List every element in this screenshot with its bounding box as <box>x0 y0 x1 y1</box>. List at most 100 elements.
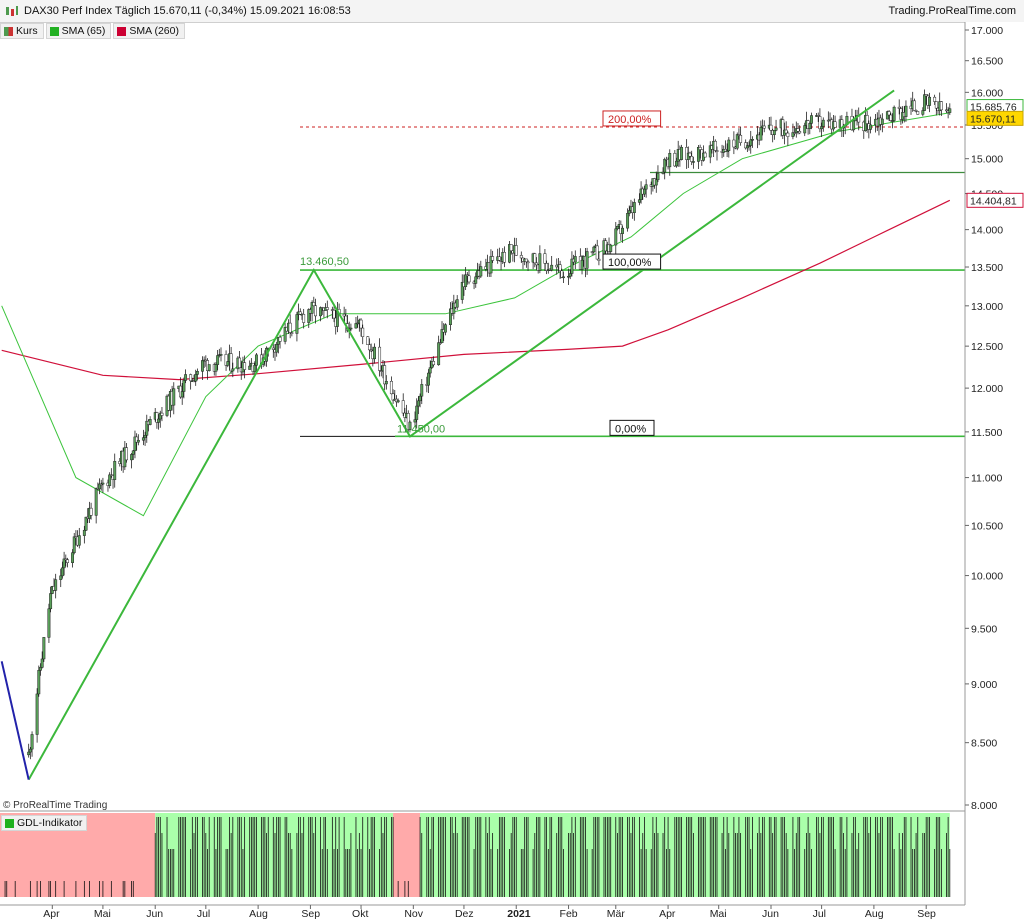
candle-body <box>616 226 619 230</box>
candle-body <box>108 474 112 486</box>
candle-body <box>585 251 589 269</box>
legend-item-sma260[interactable]: SMA (260) <box>113 23 185 39</box>
x-tick-label: Jul <box>813 908 826 920</box>
candle-body <box>491 256 495 261</box>
candle-body <box>690 156 694 162</box>
price-axis: 17.00016.50016.00015.50015.00014.50014.0… <box>964 22 1024 920</box>
candle-body <box>791 132 795 137</box>
candle-body <box>713 140 717 151</box>
candle-body <box>508 244 511 263</box>
sma260-price-tag-box <box>966 192 1024 208</box>
candle-body <box>82 529 86 536</box>
candle-body <box>691 161 695 163</box>
candle-body <box>698 147 702 150</box>
candle-body <box>130 454 134 461</box>
candle-body <box>592 246 596 253</box>
candle-body <box>84 516 88 531</box>
candle-body <box>158 412 162 420</box>
candle-body <box>725 150 729 152</box>
indicator-label[interactable]: GDL-Indikator <box>1 815 88 831</box>
time-axis: Apr Mai Jun Jul Aug Sep Okt Nov Dez 2021 Feb Mär Apr… <box>43 905 936 920</box>
candle-body <box>189 374 193 382</box>
y-tick-label: 17.000 <box>971 25 1003 37</box>
candle-body <box>310 302 314 314</box>
brand-link[interactable]: Trading.ProRealTime.com <box>888 5 1016 17</box>
x-tick-label: 2021 <box>507 908 531 920</box>
candle-body <box>66 559 69 563</box>
candle-body <box>325 307 329 310</box>
candle-body <box>656 173 660 181</box>
candle-body <box>609 244 613 252</box>
candle-body <box>136 439 140 443</box>
candle-body <box>818 116 822 130</box>
candle-body <box>60 567 64 577</box>
candle-body <box>314 305 317 317</box>
candle-body <box>924 94 928 97</box>
candle-body <box>580 259 584 270</box>
candle-body <box>77 535 81 546</box>
level-0-label-box <box>609 419 655 436</box>
legend: Kurs SMA (65) SMA (260) <box>0 23 185 39</box>
candle-body <box>275 344 279 353</box>
legend-item-kurs[interactable]: Kurs <box>0 23 44 39</box>
candle-body <box>891 120 894 122</box>
legend-item-sma65[interactable]: SMA (65) <box>45 23 112 39</box>
sma65-line <box>1 112 950 517</box>
candle-body <box>708 145 712 158</box>
candle-body <box>464 274 468 287</box>
candle-body <box>368 344 371 351</box>
candle-body <box>914 110 918 112</box>
candle-body <box>349 327 353 330</box>
candle-body <box>627 210 631 214</box>
candle-body <box>865 115 869 124</box>
candle-body <box>497 256 501 261</box>
candle-body <box>42 637 46 660</box>
candle-body <box>89 507 93 516</box>
candle-body <box>278 336 282 342</box>
candle-body <box>135 436 139 443</box>
candle-body <box>479 266 483 277</box>
y-tick-label: 12.000 <box>971 383 1003 395</box>
candle-body <box>688 152 692 157</box>
candle-body <box>312 302 316 307</box>
candle-body <box>509 244 513 252</box>
candle-body <box>727 139 731 151</box>
candle-body <box>632 202 636 213</box>
candle-body <box>550 264 554 271</box>
candle-body <box>680 147 684 160</box>
x-tick-label: Aug <box>249 908 268 920</box>
candle-body <box>184 374 188 381</box>
candle-body <box>715 150 719 152</box>
candle-body <box>735 134 739 149</box>
candle-body <box>231 368 235 372</box>
candle-body <box>732 139 736 148</box>
candle-body <box>172 388 176 406</box>
candle-body <box>597 258 601 261</box>
candle-body <box>54 579 58 591</box>
candle-body <box>626 213 630 229</box>
candle-body <box>939 101 943 111</box>
candle-body <box>437 342 441 366</box>
candle-body <box>290 332 294 334</box>
candle-body <box>180 391 184 398</box>
candle-body <box>759 127 763 141</box>
y-tick-label: 10.000 <box>971 571 1003 583</box>
candle-body <box>739 134 743 143</box>
candle-body <box>723 148 727 152</box>
candle-body <box>948 108 952 113</box>
candle-body <box>560 270 564 278</box>
candle-body <box>155 412 159 423</box>
x-tick-label: Mär <box>607 908 626 920</box>
candle-body <box>62 558 66 569</box>
x-tick-label: Jun <box>762 908 779 920</box>
candle-body <box>319 307 322 317</box>
candle-body <box>28 748 32 753</box>
candle-body <box>438 342 442 344</box>
x-tick-label: Apr <box>659 908 676 920</box>
candle-body <box>621 227 624 234</box>
candle-body <box>595 245 599 260</box>
x-tick-label: Mai <box>94 908 111 920</box>
x-tick-label: Jun <box>146 908 163 920</box>
candles <box>27 89 952 760</box>
